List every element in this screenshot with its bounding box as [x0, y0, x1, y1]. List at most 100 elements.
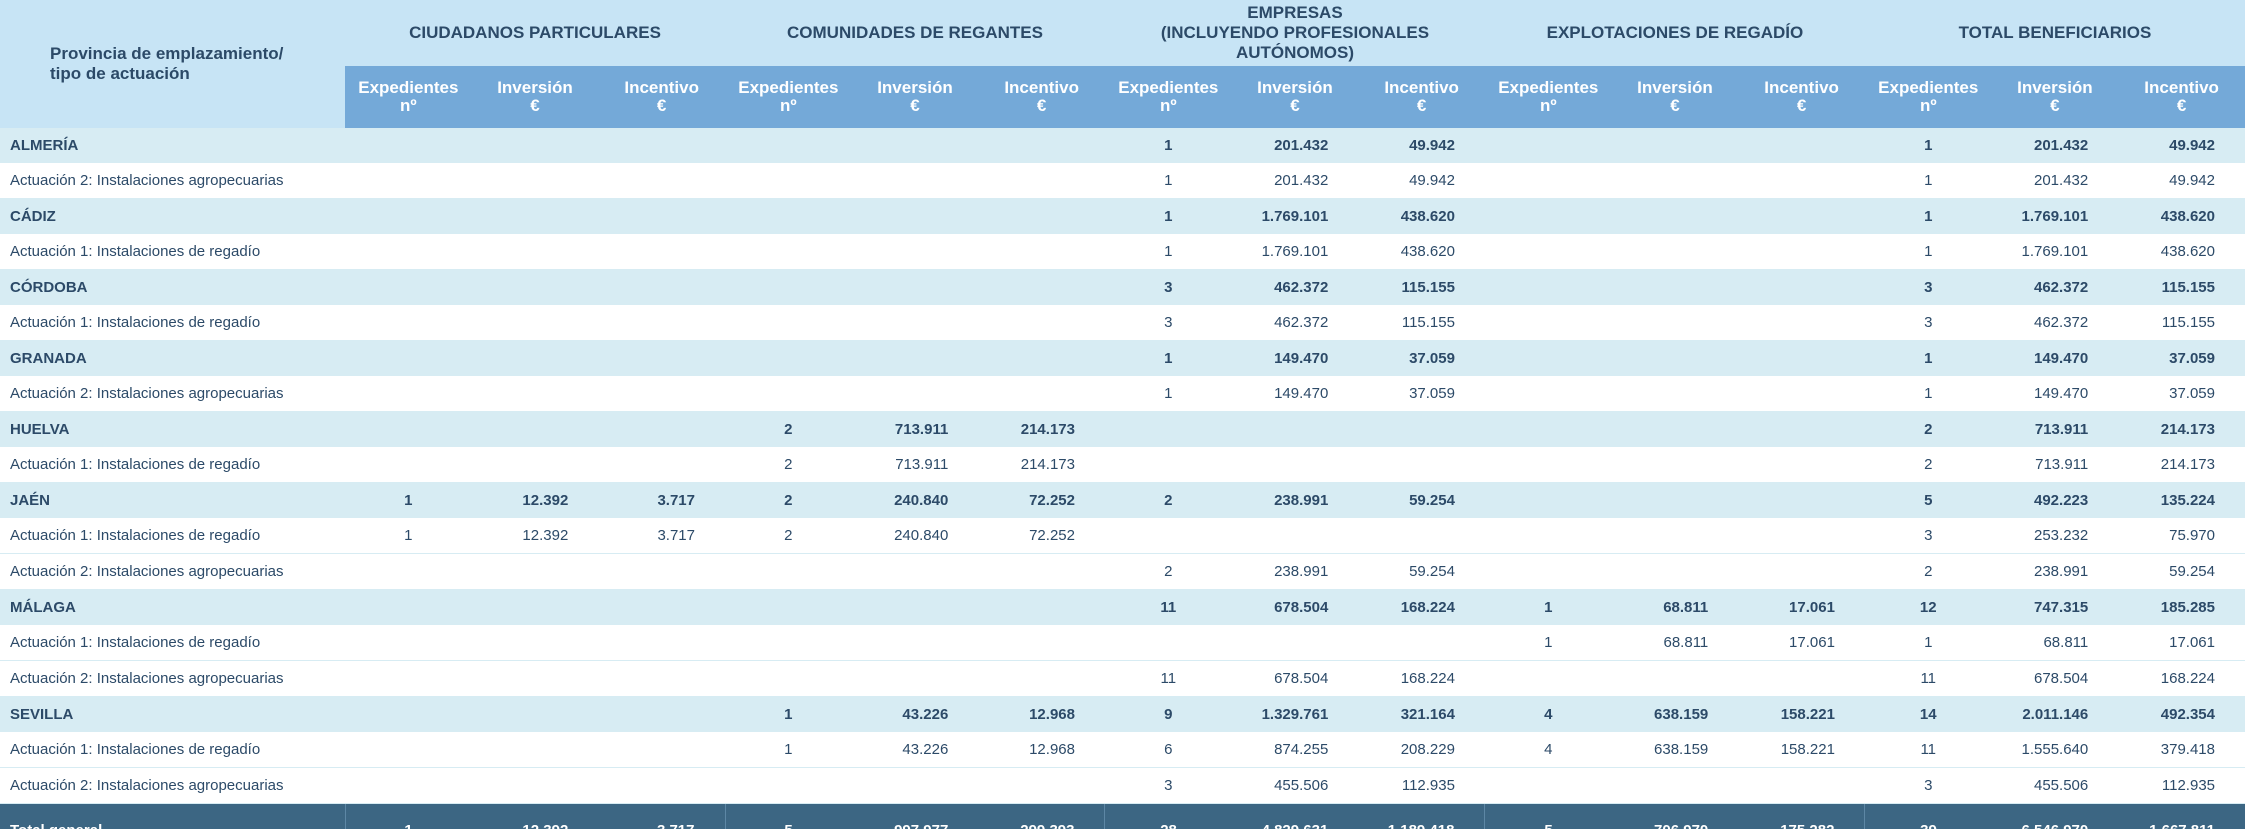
cell: [345, 128, 472, 163]
cell: 149.470: [1991, 376, 2119, 412]
row-label: Actuación 2: Instalaciones agropecuarias: [0, 660, 345, 697]
cell: [598, 553, 725, 590]
cell: 168.224: [1358, 660, 1485, 697]
cell: [978, 660, 1105, 697]
cell: 149.470: [1231, 340, 1359, 376]
total-row: Total general112.3923.7175997.977299.393…: [0, 803, 2245, 829]
cell: [851, 625, 979, 661]
cell: 72.252: [978, 482, 1105, 518]
cell: 158.221: [1738, 696, 1865, 732]
action-row: Actuación 2: Instalaciones agropecuarias…: [0, 660, 2245, 697]
cell: [598, 447, 725, 483]
cell: [725, 340, 852, 376]
cell: [1738, 128, 1865, 163]
column-header: Inversión €: [1991, 66, 2119, 128]
cell: 168.224: [1358, 589, 1485, 625]
action-row: Actuación 1: Instalaciones de regadío 1 68…: [0, 625, 2245, 661]
cell: [1484, 553, 1612, 590]
row-label: ALMERÍA: [0, 128, 345, 163]
cell: [725, 269, 852, 305]
cell: 3: [1104, 767, 1232, 804]
action-row: Actuación 2: Instalaciones agropecuarias…: [0, 376, 2245, 412]
cell: 175.282: [1738, 803, 1865, 829]
cell: 68.811: [1991, 625, 2119, 661]
cell: 1.769.101: [1991, 198, 2119, 234]
cell: 9: [1104, 696, 1232, 732]
cell: [978, 340, 1105, 376]
corner-header: Provincia de emplazamiento/ tipo de actu…: [0, 0, 345, 128]
cell: 462.372: [1991, 269, 2119, 305]
cell: 2: [1864, 553, 1992, 590]
cell: 168.224: [2118, 660, 2245, 697]
cell: [345, 234, 472, 270]
row-label: Actuación 2: Instalaciones agropecuarias: [0, 163, 345, 199]
cell: [1484, 234, 1612, 270]
cell: 678.504: [1231, 660, 1359, 697]
cell: [598, 269, 725, 305]
cell: [345, 447, 472, 483]
cell: [1611, 553, 1739, 590]
cell: 12.392: [471, 482, 599, 518]
cell: 1: [725, 732, 852, 768]
cell: [1611, 660, 1739, 697]
cell: [725, 163, 852, 199]
cell: 321.164: [1358, 696, 1485, 732]
cell: [471, 376, 599, 412]
cell: [1104, 411, 1232, 447]
cell: [1484, 305, 1612, 341]
cell: 2.011.146: [1991, 696, 2119, 732]
action-row: Actuación 1: Instalaciones de regadío 1 12…: [0, 518, 2245, 554]
column-header: Expedientes nº: [345, 66, 472, 128]
row-label: SEVILLA: [0, 696, 345, 732]
cell: 14: [1864, 696, 1992, 732]
cell: [598, 625, 725, 661]
cell: 492.223: [1991, 482, 2119, 518]
cell: 3.717: [598, 803, 725, 829]
cell: [978, 269, 1105, 305]
cell: 2: [725, 447, 852, 483]
cell: 1.769.101: [1231, 198, 1359, 234]
cell: [345, 767, 472, 804]
group-header: EXPLOTACIONES DE REGADÍO: [1484, 0, 1865, 66]
cell: 462.372: [1231, 305, 1359, 341]
column-header: Inversión €: [1231, 66, 1359, 128]
column-header: Incentivo €: [598, 66, 725, 128]
column-header: Inversión €: [471, 66, 599, 128]
cell: [1484, 518, 1612, 554]
cell: 6.546.970: [1991, 803, 2119, 829]
cell: [1484, 163, 1612, 199]
cell: [1738, 553, 1865, 590]
cell: 115.155: [2118, 269, 2245, 305]
cell: 678.504: [1991, 660, 2119, 697]
cell: 2: [1104, 553, 1232, 590]
cell: 1: [1104, 198, 1232, 234]
cell: [1611, 340, 1739, 376]
cell: [851, 128, 979, 163]
action-row: Actuación 2: Instalaciones agropecuarias…: [0, 553, 2245, 590]
row-label: Actuación 1: Instalaciones de regadío: [0, 234, 345, 270]
cell: [471, 447, 599, 483]
cell: [1611, 269, 1739, 305]
cell: [978, 589, 1105, 625]
cell: 158.221: [1738, 732, 1865, 768]
cell: 1.189.418: [1358, 803, 1485, 829]
cell: [725, 198, 852, 234]
cell: 1: [1104, 128, 1232, 163]
cell: [978, 128, 1105, 163]
cell: 59.254: [1358, 553, 1485, 590]
row-label: Actuación 1: Instalaciones de regadío: [0, 732, 345, 768]
cell: [345, 411, 472, 447]
cell: [1484, 767, 1612, 804]
cell: 1.555.640: [1991, 732, 2119, 768]
cell: [345, 163, 472, 199]
cell: 874.255: [1231, 732, 1359, 768]
cell: [1611, 767, 1739, 804]
cell: [345, 198, 472, 234]
cell: 43.226: [851, 696, 979, 732]
column-header: Expedientes nº: [725, 66, 852, 128]
cell: [1611, 482, 1739, 518]
cell: 2: [1864, 411, 1992, 447]
cell: 59.254: [1358, 482, 1485, 518]
row-label: GRANADA: [0, 340, 345, 376]
